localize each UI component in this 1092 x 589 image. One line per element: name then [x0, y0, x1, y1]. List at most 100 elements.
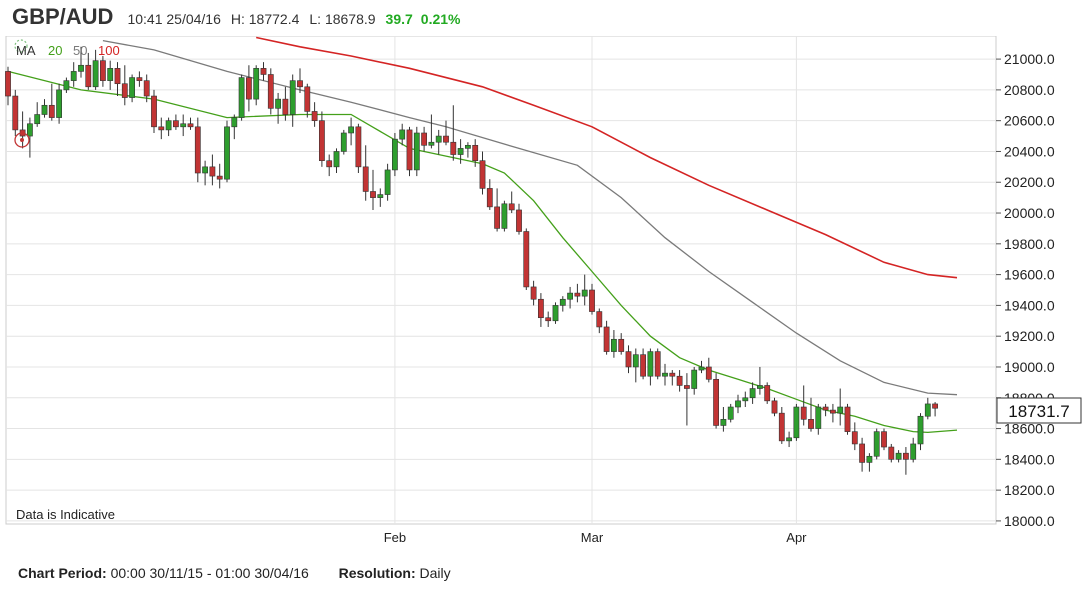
candle-body [464, 144, 471, 149]
candle [12, 89, 19, 137]
candle-body [501, 203, 508, 229]
candle-body [421, 132, 427, 146]
candle [384, 163, 391, 201]
candle [676, 370, 683, 392]
candle-body [662, 372, 668, 377]
ma100-legend[interactable]: 100 [98, 43, 120, 58]
candle-body [559, 298, 566, 306]
candle [873, 428, 880, 460]
candle [508, 191, 515, 214]
candle [78, 46, 84, 78]
price-chart[interactable]: 18000.018200.018400.018600.018800.019000… [0, 35, 1092, 556]
candle-body [727, 406, 734, 420]
candle-body [450, 141, 457, 155]
candle-body [873, 431, 880, 457]
candle [596, 308, 603, 334]
candle-body [304, 86, 311, 112]
candle [472, 139, 479, 167]
ma50-legend[interactable]: 50 [73, 43, 87, 58]
candle-body [311, 111, 318, 121]
candle [603, 320, 610, 355]
candle-body [48, 104, 55, 118]
legend-settings-icon[interactable] [14, 39, 28, 53]
candle [121, 65, 128, 106]
candle-body [917, 415, 924, 445]
candle [100, 56, 106, 87]
candle-body [537, 298, 544, 319]
candle [829, 403, 836, 423]
candle-body [581, 289, 588, 297]
candle-body [574, 292, 581, 297]
resolution-label: Resolution: [338, 565, 416, 581]
period-value: 00:00 30/11/15 - 01:00 30/04/16 [110, 565, 309, 581]
candle [63, 77, 70, 93]
candle-body [749, 388, 756, 399]
y-tick-label: 18400.0 [1004, 451, 1055, 467]
y-tick-label: 19000.0 [1004, 359, 1055, 375]
candle-body [683, 385, 690, 389]
candle [647, 348, 654, 386]
candle-body [829, 409, 836, 414]
candle-body [56, 89, 62, 118]
chart-svg[interactable]: 18000.018200.018400.018600.018800.019000… [0, 35, 1092, 556]
candle-body [187, 123, 194, 128]
candle-body [121, 83, 128, 98]
candle-body [209, 166, 216, 177]
y-tick-label: 19600.0 [1004, 267, 1055, 283]
candle-body [5, 71, 11, 97]
x-tick-label: Apr [786, 530, 807, 545]
candle [443, 120, 449, 146]
candle-body [355, 126, 362, 168]
candle [362, 145, 369, 201]
candle [632, 348, 639, 383]
candle-body [735, 400, 741, 408]
x-tick-label: Mar [581, 530, 604, 545]
candle [662, 363, 668, 386]
candle-body [800, 406, 807, 420]
y-tick-label: 20600.0 [1004, 113, 1055, 129]
candle-body [808, 419, 814, 429]
candle-body [100, 60, 106, 81]
candle [815, 403, 822, 435]
candle-body [632, 354, 639, 368]
candle [216, 163, 223, 189]
y-tick-label: 19400.0 [1004, 297, 1055, 313]
candle-body [246, 77, 252, 100]
candle [742, 391, 749, 408]
candle [771, 397, 778, 417]
candle-body [902, 452, 909, 460]
change-value: 39.7 [385, 11, 413, 27]
candle-body [523, 231, 530, 288]
candle [683, 373, 690, 426]
candle-body [618, 338, 625, 352]
candle-body [552, 305, 559, 322]
ma20-legend[interactable]: 20 [48, 43, 62, 58]
candle [457, 139, 464, 164]
candle [114, 62, 121, 97]
candle-body [888, 446, 895, 460]
plot-area[interactable] [5, 35, 997, 525]
candle [574, 283, 581, 303]
candle-body [165, 120, 172, 131]
candle-body [143, 80, 150, 97]
candle [501, 200, 508, 232]
candle [917, 413, 924, 451]
candle [822, 403, 829, 417]
candle [552, 302, 559, 324]
high-value: H: 18772.4 [230, 11, 300, 27]
candle [545, 311, 552, 327]
candle-body [545, 317, 552, 322]
candle [224, 120, 230, 183]
candle-body [472, 144, 479, 161]
candle [786, 431, 792, 448]
candle-body [778, 412, 785, 442]
candle-body [326, 160, 333, 168]
candle [421, 126, 427, 152]
candle-body [406, 129, 413, 171]
candle-body [676, 375, 683, 386]
candle-body [399, 129, 406, 140]
candle-body [771, 400, 778, 414]
candle [859, 437, 865, 472]
candle-body [866, 455, 873, 463]
candle-body [12, 95, 19, 131]
